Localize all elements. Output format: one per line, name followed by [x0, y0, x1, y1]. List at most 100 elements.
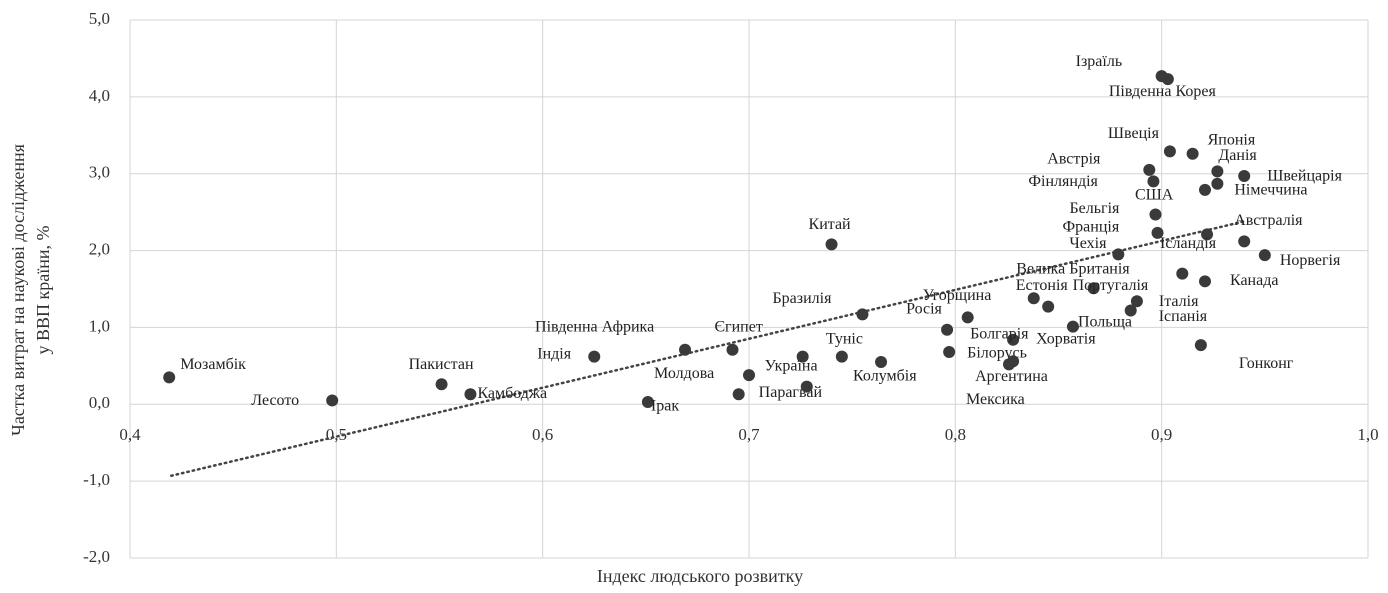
point-label: Південна Корея	[1109, 83, 1217, 100]
point-label: Аргентина	[975, 368, 1048, 385]
point-label: Фінляндія	[1028, 173, 1098, 190]
point	[1143, 163, 1156, 176]
point-label: Парагвай	[759, 384, 823, 401]
y-tick-label: 4,0	[89, 86, 110, 105]
x-tick-label: 0,4	[119, 425, 141, 444]
point-label: Мексика	[966, 391, 1025, 408]
point-label: Гонконг	[1239, 355, 1294, 372]
point-label: Угорщина	[923, 287, 992, 304]
point	[1087, 282, 1100, 295]
point	[1149, 208, 1162, 221]
point	[1194, 339, 1207, 352]
point	[835, 350, 848, 363]
point	[941, 323, 954, 336]
y-tick-label: 5,0	[89, 9, 110, 28]
point-label: Болгарія	[970, 325, 1029, 342]
point	[1238, 170, 1251, 183]
point	[1027, 292, 1040, 305]
point-label: Бразилія	[772, 290, 832, 307]
point-label: Єгипет	[714, 318, 762, 335]
point-label: Чехія	[1069, 235, 1107, 252]
point-label: Південна Африка	[535, 318, 654, 335]
point-label: Іспанія	[1159, 308, 1208, 325]
x-tick-label: 0,8	[945, 425, 966, 444]
point	[1151, 226, 1164, 239]
y-tick-label: -2,0	[83, 547, 110, 566]
point-label: Португалія	[1073, 277, 1149, 294]
point-label: Естонія	[1016, 277, 1069, 294]
point-label: Ісландія	[1160, 235, 1217, 252]
point-label: Камбоджа	[477, 385, 547, 402]
point	[326, 394, 339, 407]
point	[856, 308, 869, 321]
point	[1161, 73, 1174, 86]
y-tick-label: 2,0	[89, 239, 110, 258]
point-label: США	[1135, 187, 1174, 204]
point	[796, 350, 809, 363]
point	[961, 311, 974, 324]
point	[1163, 145, 1176, 158]
point-label: Туніс	[826, 330, 863, 347]
point	[1211, 177, 1224, 190]
point-label: Бельгія	[1069, 200, 1120, 217]
point	[679, 343, 692, 356]
point	[1198, 183, 1211, 196]
point	[943, 346, 956, 359]
point-label: Австралія	[1234, 212, 1303, 229]
point-label: Японія	[1208, 131, 1256, 148]
point	[1042, 300, 1055, 313]
point-label: Китай	[809, 216, 852, 233]
point	[435, 378, 448, 391]
x-axis-title: Індекс людського розвитку	[597, 566, 803, 586]
point-label: Німеччина	[1234, 181, 1307, 198]
point	[743, 369, 755, 382]
point-label: Норвегія	[1280, 252, 1341, 269]
trendline	[170, 220, 1246, 478]
point	[1186, 147, 1199, 160]
point	[1002, 358, 1015, 371]
point	[588, 350, 601, 363]
y-tick-label: 3,0	[89, 163, 110, 182]
point-label: Австрія	[1047, 151, 1101, 168]
point-label: Італія	[1159, 293, 1199, 310]
point	[163, 371, 176, 384]
point	[825, 238, 838, 251]
x-tick-label: 0,9	[1151, 425, 1172, 444]
point-label: Велика Британія	[1016, 260, 1130, 277]
point-label: Швеція	[1108, 125, 1160, 142]
x-tick-label: 1,0	[1357, 425, 1378, 444]
y-tick-label: 1,0	[89, 316, 110, 335]
point	[1211, 165, 1224, 178]
point	[1238, 235, 1251, 248]
point-label: Данія	[1218, 147, 1257, 164]
point	[1130, 295, 1143, 308]
x-tick-label: 0,5	[326, 425, 347, 444]
x-tick-label: 0,6	[532, 425, 553, 444]
y-tick-label: -1,0	[83, 470, 110, 489]
point-label: Мозамбік	[180, 356, 246, 373]
point	[732, 388, 745, 401]
x-tick-label: 0,7	[738, 425, 760, 444]
point-label: Молдова	[654, 365, 714, 382]
point	[1112, 248, 1125, 261]
point	[1124, 304, 1137, 317]
point-label: Пакистан	[409, 356, 474, 373]
point-label: Франція	[1063, 219, 1120, 236]
point	[464, 388, 477, 401]
y-axis-title: Частка витрат на наукові дослідження	[8, 144, 28, 436]
point-label: Індія	[537, 345, 571, 362]
y-tick-label: 0,0	[89, 393, 110, 412]
point-label: Канада	[1230, 272, 1278, 289]
point-label: Ірак	[651, 398, 679, 415]
point-label: Хорватія	[1036, 330, 1096, 347]
point	[1007, 333, 1020, 346]
point-label: Ізраїль	[1076, 53, 1122, 70]
point	[800, 380, 813, 393]
point	[641, 395, 654, 408]
point-label: Колумбія	[853, 368, 917, 385]
point	[1201, 228, 1214, 241]
point	[1147, 175, 1160, 188]
point-label: Росія	[906, 300, 942, 317]
point-label: Швейцарія	[1267, 168, 1342, 185]
